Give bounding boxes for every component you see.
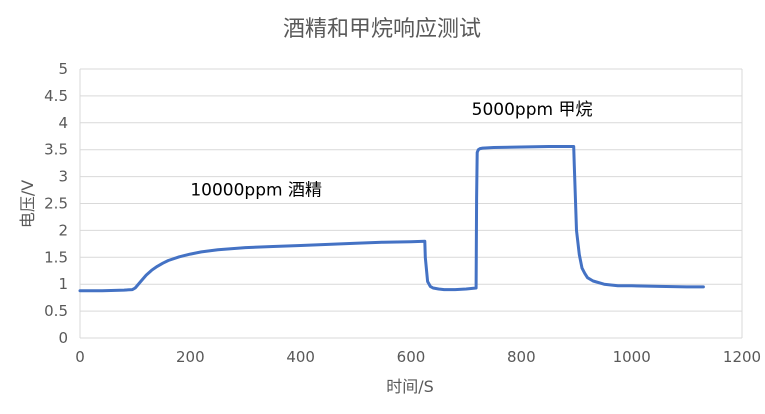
annotation-1: 5000ppm 甲烷 [472,100,593,120]
y-tick-label-3: 1.5 [44,248,68,266]
x-tick-label-2: 400 [286,348,315,366]
y-tick-label-7: 3.5 [44,141,68,159]
y-tick-label-10: 5 [58,60,68,78]
x-tick-label-5: 1000 [613,348,651,366]
y-tick-label-9: 4.5 [44,87,68,105]
x-tick-label-3: 600 [397,348,426,366]
series-line-0 [78,145,705,293]
x-tick-label-0: 0 [75,348,85,366]
y-axis: 0 0.5 1 1.5 2 2.5 3 3.5 4 4.5 5 [44,60,68,347]
y-tick-label-8: 4 [58,114,68,132]
chart-title: 酒精和甲烷响应测试 [283,17,481,42]
y-tick-label-2: 1 [58,275,68,293]
y-tick-label-5: 2.5 [44,195,68,213]
x-tick-label-6: 1200 [723,348,761,366]
x-axis: 0 200 400 600 800 1000 1200 [75,348,761,366]
y-tick-label-1: 0.5 [44,302,68,320]
plot-area [79,69,743,338]
annotation-0: 10000ppm 酒精 [190,181,322,201]
x-tick-label-1: 200 [176,348,205,366]
y-tick-label-6: 3 [58,168,68,186]
grid [80,68,742,339]
y-axis-label: 电压/V [18,180,37,228]
annotations: 10000ppm 酒精 5000ppm 甲烷 [190,100,592,201]
y-tick-label-0: 0 [58,329,68,347]
x-axis-label: 时间/S [386,377,434,396]
y-tick-label-4: 2 [58,221,68,239]
x-tick-label-4: 800 [507,348,536,366]
series-layer [78,145,705,293]
